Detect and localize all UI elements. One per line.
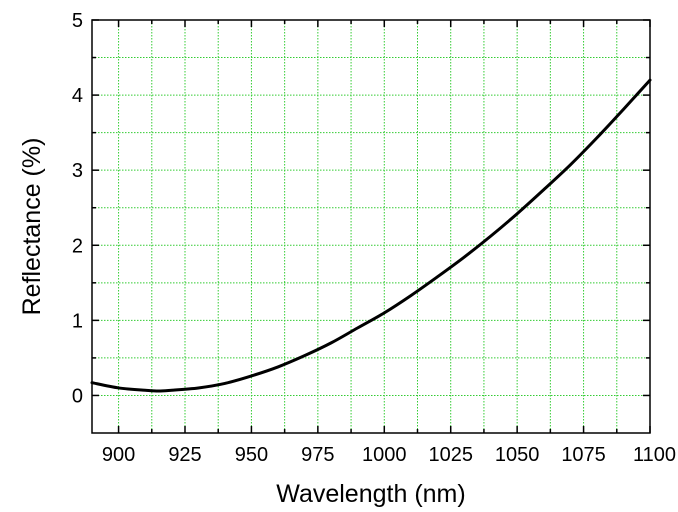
plot-frame	[91, 19, 651, 434]
x-tick-label: 1075	[561, 444, 606, 466]
gridlines	[92, 20, 650, 433]
x-tick-label: 975	[301, 444, 334, 466]
series-line-reflectance	[90, 78, 652, 393]
y-tick-label: 0	[72, 385, 83, 407]
y-tick-label: 3	[72, 160, 83, 182]
x-tick-label: 950	[235, 444, 268, 466]
y-tick-label: 5	[72, 10, 83, 32]
x-axis-label: Wavelength (nm)	[276, 480, 465, 508]
x-tick-label: 900	[102, 444, 135, 466]
x-tick-label: 1000	[362, 444, 407, 466]
x-tick-label: 1100	[633, 444, 676, 466]
x-tick-label: 925	[168, 444, 201, 466]
y-tick-label: 2	[72, 235, 83, 257]
x-tick-label: 1025	[428, 444, 473, 466]
x-tick-label: 1050	[495, 444, 540, 466]
tick-labels: 900 925 950 975 1000 1025 1050 1075 1100 0 1 2 3 4 5	[72, 10, 676, 466]
axis-ticks	[92, 19, 651, 433]
y-tick-label: 4	[72, 85, 83, 107]
y-tick-label: 1	[72, 310, 83, 332]
y-axis-label: Reflectance (%)	[18, 138, 46, 316]
